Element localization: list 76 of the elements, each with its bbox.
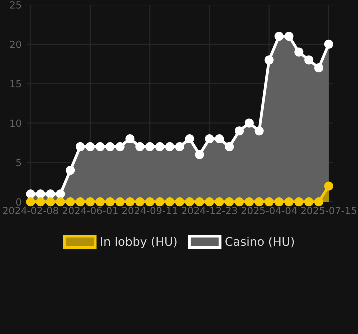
point — [146, 142, 155, 152]
x-tick-label: 2025-04-04 — [242, 207, 298, 214]
point — [254, 198, 264, 207]
point — [195, 150, 204, 160]
point — [156, 142, 165, 152]
point — [66, 198, 76, 207]
point — [324, 182, 334, 191]
x-tick-label: 2024-09-11 — [122, 207, 178, 214]
point — [146, 198, 155, 207]
point — [324, 40, 334, 49]
point — [56, 190, 66, 199]
point — [264, 198, 274, 207]
point — [185, 134, 194, 144]
point — [116, 198, 125, 207]
point — [264, 56, 274, 65]
point — [66, 166, 76, 176]
point — [244, 118, 254, 128]
point — [136, 198, 145, 207]
x-tick-label: 2024-12-23 — [182, 207, 238, 214]
point — [274, 198, 284, 207]
point — [36, 198, 46, 207]
point — [175, 142, 184, 152]
y-tick-label: 10 — [10, 120, 22, 128]
point — [46, 198, 56, 207]
point — [86, 142, 95, 152]
point — [86, 198, 95, 207]
point — [26, 190, 36, 199]
point — [235, 198, 244, 207]
point — [225, 142, 234, 152]
point — [116, 142, 125, 152]
legend-label: In lobby (HU) — [101, 237, 177, 248]
point — [156, 198, 165, 207]
point — [36, 190, 46, 199]
point — [195, 198, 204, 207]
point — [314, 64, 324, 73]
point — [126, 198, 135, 207]
y-tick-label: 0 — [16, 198, 22, 206]
point — [76, 198, 86, 207]
point — [274, 32, 284, 42]
y-tick-label: 25 — [10, 1, 22, 9]
point — [294, 198, 304, 207]
point — [185, 198, 194, 207]
x-tick-label: 2025-07-15 — [301, 207, 356, 214]
point — [225, 198, 234, 207]
point — [215, 198, 224, 207]
point — [165, 198, 174, 207]
point — [304, 56, 314, 65]
point — [215, 134, 224, 144]
y-tick-label: 5 — [16, 159, 22, 166]
point — [106, 198, 115, 207]
point — [254, 126, 264, 136]
y-tick-label: 15 — [10, 80, 22, 88]
point — [235, 126, 244, 136]
x-tick-label: 2024-02-08 — [3, 207, 58, 214]
point — [126, 134, 135, 144]
point — [244, 198, 254, 207]
point — [284, 32, 294, 42]
point — [294, 48, 304, 57]
point — [96, 142, 105, 152]
x-tick-label: 2024-06-01 — [62, 207, 118, 214]
point — [56, 198, 66, 207]
point — [26, 198, 36, 207]
point — [106, 142, 115, 152]
point — [304, 198, 314, 207]
legend-label: Casino (HU) — [226, 237, 294, 248]
point — [46, 190, 56, 199]
point — [314, 198, 324, 207]
point — [76, 142, 86, 152]
point — [136, 142, 145, 152]
point — [165, 142, 174, 152]
point — [284, 198, 294, 207]
point — [175, 198, 184, 207]
point — [205, 134, 214, 144]
point — [96, 198, 105, 207]
y-tick-label: 20 — [10, 40, 22, 48]
point — [205, 198, 214, 207]
